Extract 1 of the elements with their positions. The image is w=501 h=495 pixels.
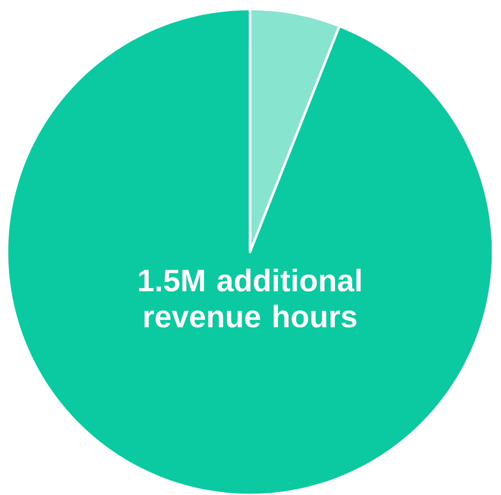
text: 1.5M additional revenue hours — [139, 268, 361, 328]
